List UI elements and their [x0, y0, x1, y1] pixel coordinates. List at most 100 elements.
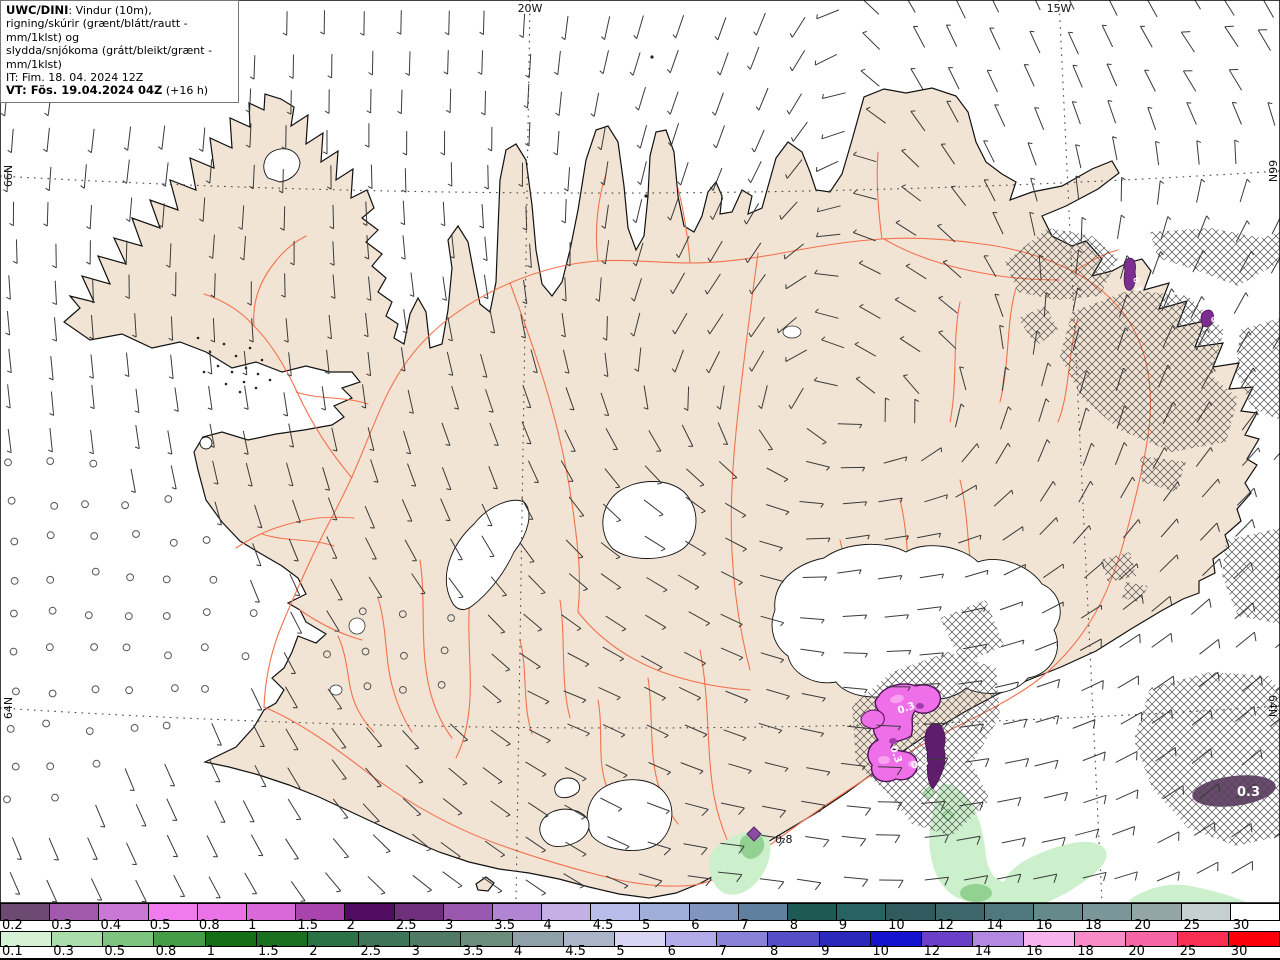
wind-barb	[601, 204, 609, 229]
wind-barb	[407, 389, 414, 414]
wind-barb	[802, 576, 828, 582]
wind-barb	[252, 543, 262, 567]
wind-barb	[758, 385, 768, 409]
wind-barb	[1236, 331, 1252, 353]
wind-barb	[1004, 758, 1030, 768]
wind-barb	[324, 349, 330, 375]
colorbar-segment	[870, 932, 922, 946]
parallel-label-right: 66N	[1266, 160, 1279, 182]
wind-barb	[520, 314, 526, 339]
wind-barb	[1043, 563, 1064, 579]
wind-barb	[684, 802, 709, 817]
calm-wind-symbol	[202, 608, 211, 616]
wind-barb	[910, 110, 926, 132]
wind-barb	[1199, 783, 1221, 799]
wind-barb	[806, 767, 831, 776]
calm-wind-symbol	[201, 685, 209, 693]
wind-barb	[367, 427, 375, 451]
parallel-label-left: 64N	[2, 697, 15, 719]
wind-barb	[5, 384, 11, 409]
wind-barb	[884, 535, 909, 541]
wind-barb	[919, 573, 944, 579]
wind-barb	[362, 803, 380, 823]
wind-barb	[522, 279, 528, 305]
wind-barb	[158, 125, 166, 150]
wind-barb	[326, 610, 340, 632]
wind-barb	[402, 797, 422, 817]
colorbar-tick-label: 0.5	[149, 918, 171, 933]
calm-wind-symbol	[202, 536, 211, 544]
wind-barb	[397, 89, 403, 115]
wind-barb	[238, 205, 245, 230]
wind-barb	[915, 683, 940, 688]
wind-barb	[330, 578, 343, 601]
colorbar-segment	[935, 904, 985, 920]
wind-barb	[841, 762, 866, 771]
wind-barb	[135, 879, 147, 903]
wind-barb	[630, 312, 641, 337]
calm-wind-symbol	[361, 647, 370, 656]
colorbar-segment	[1228, 932, 1280, 946]
wind-barb	[1157, 831, 1180, 844]
wind-barb	[364, 123, 370, 148]
wind-barb	[1003, 563, 1026, 576]
wind-barb	[1267, 102, 1276, 126]
wind-barb	[644, 535, 666, 552]
wind-barb	[287, 767, 301, 789]
colorbar-segment	[1177, 932, 1229, 946]
colorbar-tick-label: 0.8	[155, 944, 177, 959]
glacier-snaefellsjokull	[199, 436, 213, 450]
wind-barb	[449, 723, 469, 742]
wind-barb	[126, 842, 138, 866]
wind-barb	[250, 688, 263, 711]
wind-barb	[785, 159, 803, 179]
wind-barb	[755, 87, 769, 111]
calm-wind-symbol	[130, 724, 139, 732]
wind-barb	[999, 324, 1004, 350]
wind-barb	[405, 51, 411, 76]
wind-barb	[884, 614, 909, 620]
wind-barb	[747, 46, 760, 70]
wind-barb	[1195, 447, 1213, 467]
wind-barb	[858, 260, 881, 275]
wind-barb	[5, 311, 11, 336]
wind-barb	[958, 534, 982, 544]
wind-barb	[683, 843, 708, 856]
wind-barb	[764, 762, 789, 772]
colorbar-tick-label: 7	[718, 944, 728, 959]
wind-barb	[442, 798, 463, 816]
wind-barb	[1231, 822, 1253, 838]
wind-barb	[1072, 64, 1083, 88]
product-subtitle: : Vindur (10m),	[68, 4, 152, 17]
wind-barb	[6, 428, 12, 454]
wind-barb	[895, 220, 917, 236]
colorbar-segment	[99, 904, 149, 920]
wind-barb	[1078, 481, 1094, 503]
calm-wind-symbol	[6, 725, 15, 733]
wind-barb	[854, 341, 877, 357]
wind-barb	[717, 422, 729, 445]
wind-barb	[521, 497, 534, 520]
wind-barb	[1270, 256, 1280, 274]
wind-barb	[1200, 522, 1220, 541]
colorbar-tick-label: 7	[740, 918, 749, 933]
wind-barb	[766, 688, 790, 700]
wind-barb	[678, 686, 701, 701]
wind-barb	[481, 503, 493, 527]
wind-barb	[86, 205, 92, 230]
wind-barb	[134, 424, 140, 450]
wind-barb	[1275, 643, 1280, 649]
colorbar-segment	[1, 904, 51, 920]
wind-barb	[365, 767, 382, 788]
wind-barb	[646, 802, 670, 815]
wind-barb	[482, 236, 488, 262]
wind-barb	[1117, 675, 1139, 689]
wind-barb	[490, 729, 511, 747]
wind-barb	[766, 504, 790, 516]
wind-barb	[644, 686, 666, 701]
wind-barb	[412, 874, 432, 893]
sleet-diamond	[746, 826, 762, 842]
wind-barb	[859, 303, 881, 319]
wind-barb	[1034, 107, 1045, 130]
wind-barb	[528, 729, 551, 744]
